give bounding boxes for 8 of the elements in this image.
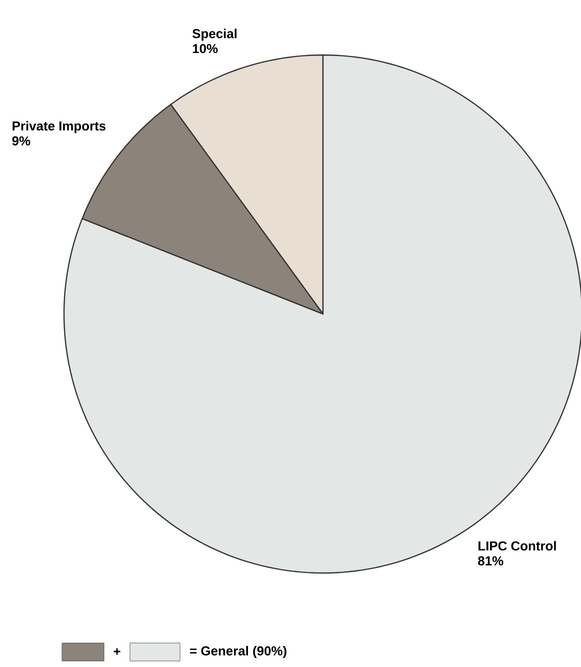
slice-label: Special bbox=[192, 28, 237, 41]
data-label: 81% bbox=[478, 556, 504, 566]
text: + bbox=[114, 648, 120, 655]
data-label: 9% bbox=[12, 136, 30, 146]
slice-label: LIPC Control bbox=[478, 540, 556, 550]
slice-label: Private Imports bbox=[12, 121, 106, 134]
data-label: 10% bbox=[192, 44, 218, 54]
text: = General (90%) bbox=[190, 646, 286, 658]
